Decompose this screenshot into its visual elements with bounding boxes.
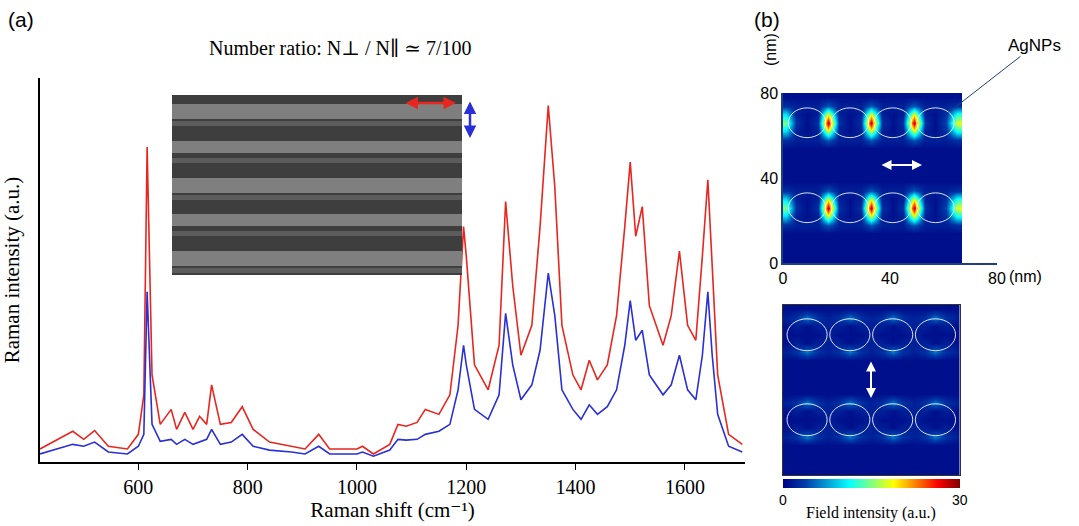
svg-text:1600: 1600 [665, 476, 705, 498]
svg-text:800: 800 [233, 476, 263, 498]
svg-text:1200: 1200 [446, 476, 486, 498]
svg-text:Number ratio: N⊥ / N∥ ≃ 7/100: Number ratio: N⊥ / N∥ ≃ 7/100 [209, 37, 472, 59]
svg-text:0: 0 [769, 255, 778, 272]
svg-text:80: 80 [988, 270, 1006, 287]
svg-text:0: 0 [779, 492, 787, 508]
svg-text:1000: 1000 [337, 476, 377, 498]
svg-text:0: 0 [779, 270, 788, 287]
svg-text:30: 30 [952, 492, 968, 508]
svg-text:40: 40 [760, 170, 778, 187]
svg-text:Field intensity (a.u.): Field intensity (a.u.) [806, 504, 936, 522]
svg-text:(a): (a) [8, 8, 34, 31]
svg-text:Raman intensity (a.u.): Raman intensity (a.u.) [0, 177, 24, 364]
svg-text:600: 600 [123, 476, 153, 498]
svg-text:1400: 1400 [556, 476, 596, 498]
svg-text:80: 80 [760, 85, 778, 102]
svg-text:40: 40 [881, 270, 899, 287]
svg-text:(nm): (nm) [762, 33, 779, 66]
svg-text:AgNPs: AgNPs [1008, 36, 1061, 55]
svg-text:(b): (b) [754, 8, 780, 31]
svg-text:(nm): (nm) [1009, 268, 1042, 285]
svg-text:Raman shift (cm⁻¹): Raman shift (cm⁻¹) [310, 498, 474, 522]
